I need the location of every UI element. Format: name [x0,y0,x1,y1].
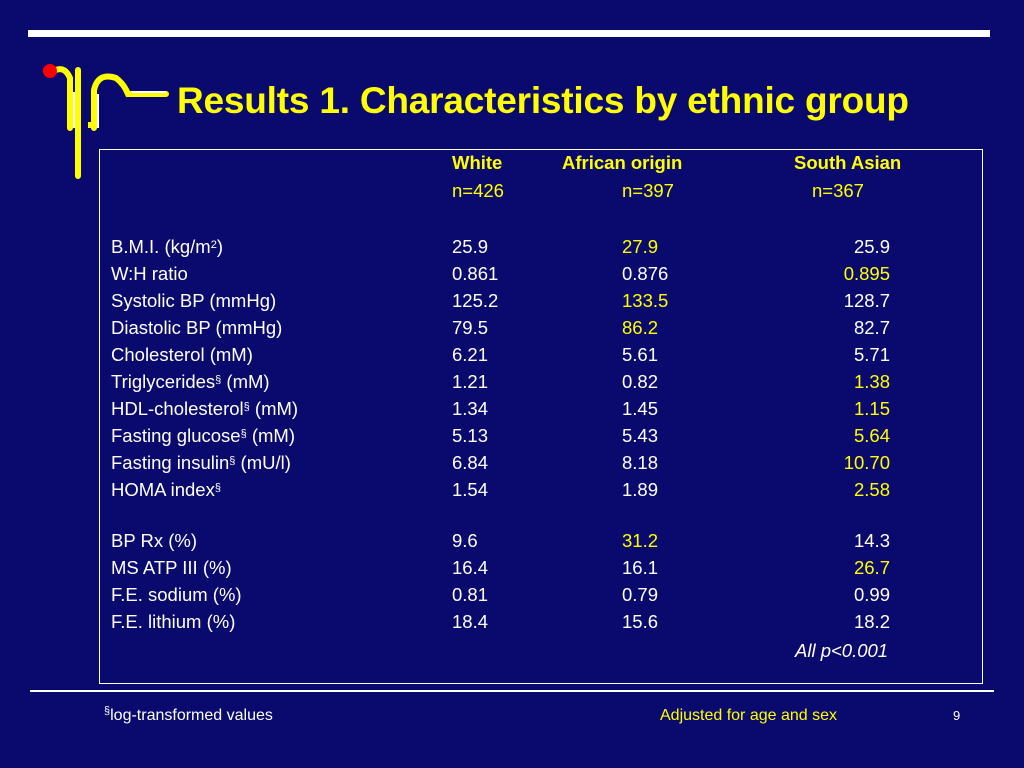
row-label: Systolic BP (mmHg) [111,290,276,312]
column-n: n=397 [622,180,674,201]
table-cell: 79.5 [452,317,489,338]
slide-title: Results 1. Characteristics by ethnic gro… [177,80,909,121]
table-cell: 5.61 [622,344,659,365]
footnote: §log-transformed values [104,705,273,725]
table-cell: 0.895 [843,263,890,284]
row-label-text: HDL-cholesterol [111,398,244,419]
table-cell: 1.38 [853,371,890,392]
table-cell: 0.81 [452,584,489,605]
table-cell: 5.64 [853,425,890,446]
row-label-text: F.E. sodium (%) [111,584,242,605]
table-cell: 128.7 [843,290,890,311]
table-cell: 15.6 [622,611,659,632]
column-header: South Asian [794,152,902,173]
table-cell: 0.99 [853,584,890,605]
row-label-tail: ) [216,236,223,257]
column-header: White [452,152,503,173]
table-cell: 1.34 [452,398,489,419]
table-cell: 0.79 [622,584,659,605]
row-label: Fasting glucose§ (mM) [111,425,295,447]
footnote-symbol: § [104,705,111,717]
footnote-text: log-transformed values [110,707,273,724]
table-cell: 26.7 [853,557,890,578]
table-cell: 6.21 [452,344,489,365]
row-label-text: W:H ratio [111,263,188,284]
row-label-text: MS ATP III (%) [111,557,232,578]
row-label-text: Triglycerides [111,371,216,392]
row-label-text: F.E. lithium (%) [111,611,236,632]
table-cell: 133.5 [622,290,669,311]
row-label-sup: § [214,482,221,494]
significance-note: All p<0.001 [795,640,889,661]
table-cell: 10.70 [843,452,890,473]
table-cell: 18.4 [452,611,489,632]
table-cell: 5.43 [622,425,659,446]
table-cell: 25.9 [853,236,890,257]
row-label: B.M.I. (kg/m2) [111,236,223,258]
table-cell: 16.4 [452,557,489,578]
row-label: HOMA index§ [111,479,221,501]
table-cell: 0.876 [622,263,669,284]
table-cell: 1.54 [452,479,489,500]
row-label-text: Fasting insulin [111,452,230,473]
row-label-text: HOMA index [111,479,215,500]
page-number: 9 [953,708,961,723]
row-label: Cholesterol (mM) [111,344,253,366]
table-cell: 82.7 [853,317,890,338]
row-label-text: BP Rx (%) [111,530,198,551]
table-cell: 0.82 [622,371,659,392]
table-cell: 9.6 [452,530,478,551]
table-cell: 18.2 [853,611,890,632]
row-label-sup: § [240,428,247,440]
row-label: HDL-cholesterol§ (mM) [111,398,298,420]
row-label: F.E. lithium (%) [111,611,235,633]
table-cell: 8.18 [622,452,659,473]
table-cell: 1.45 [622,398,659,419]
row-label-tail: (mM) [249,398,299,419]
table-cell: 6.84 [452,452,489,473]
table-cell: 86.2 [622,317,659,338]
bottom-rule [30,690,994,692]
table-cell: 0.861 [452,263,499,284]
table-cell: 5.13 [452,425,489,446]
pipette-logo-icon [43,64,169,179]
row-label: BP Rx (%) [111,530,197,552]
row-label: Fasting insulin§ (mU/l) [111,452,291,474]
row-label-text: Systolic BP (mmHg) [111,290,277,311]
row-label: F.E. sodium (%) [111,584,242,606]
column-n: n=367 [812,180,864,201]
table-cell: 31.2 [622,530,659,551]
row-label-sup: § [229,455,236,467]
column-n: n=426 [452,180,504,201]
table-cell: 125.2 [452,290,499,311]
row-label: W:H ratio [111,263,188,285]
row-label-sup: § [215,374,222,386]
row-label: Diastolic BP (mmHg) [111,317,282,339]
row-label: Triglycerides§ (mM) [111,371,270,393]
table-cell: 2.58 [853,479,890,500]
column-header: African origin [562,152,683,173]
table-cell: 1.89 [622,479,659,500]
row-label-text: Cholesterol (mM) [111,344,253,365]
adjustment-note: Adjusted for age and sex [660,707,838,724]
row-label-sup: 2 [210,239,217,251]
top-rule [28,30,990,37]
table-cell: 27.9 [622,236,659,257]
table-cell: 1.15 [853,398,890,419]
row-label-tail: (mU/l) [235,452,291,473]
row-label-sup: § [243,401,250,413]
table-cell: 14.3 [853,530,890,551]
row-label-tail: (mM) [246,425,295,446]
results-table: White n=426 African origin n=397 South Asian… [99,149,983,684]
table-cell: 25.9 [452,236,489,257]
row-label-text: Fasting glucose [111,425,241,446]
table-cell: 1.21 [452,371,489,392]
table-cell: 5.71 [853,344,890,365]
row-label-tail: (mM) [221,371,270,392]
row-label-text: B.M.I. (kg/m [111,236,211,257]
row-label-text: Diastolic BP (mmHg) [111,317,283,338]
row-label: MS ATP III (%) [111,557,232,579]
table-cell: 16.1 [622,557,659,578]
